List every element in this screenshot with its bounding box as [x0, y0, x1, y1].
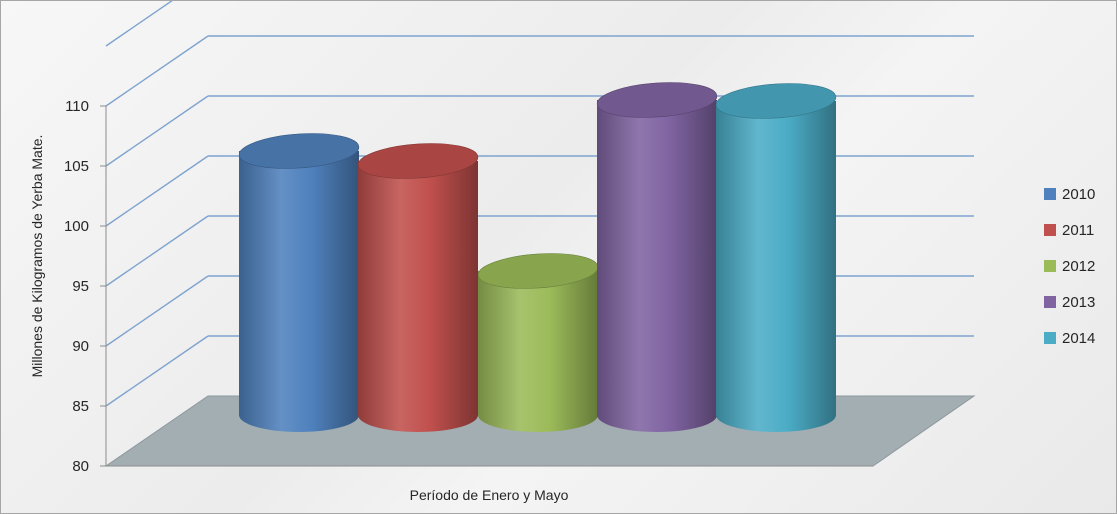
legend-swatch [1044, 224, 1056, 236]
y-tick-label: 105 [64, 158, 89, 175]
legend-label: 2012 [1062, 258, 1095, 275]
bar-body [358, 161, 478, 432]
gridline-diagonal [105, 95, 209, 167]
legend-swatch [1044, 332, 1056, 344]
legend-swatch [1044, 260, 1056, 272]
gridline-diagonal [105, 215, 209, 287]
bar-body [478, 271, 598, 432]
bar-2011 [357, 143, 479, 432]
legend-swatch [1044, 296, 1056, 308]
y-tick-label: 95 [72, 278, 89, 295]
legend-label: 2013 [1062, 294, 1095, 311]
legend-label: 2014 [1062, 330, 1095, 347]
legend: 2010 2011 2012 2013 2014 [1044, 186, 1095, 347]
bar-body [239, 151, 359, 432]
gridline-diagonal [105, 275, 209, 347]
legend-label: 2011 [1062, 222, 1094, 239]
bars [238, 82, 837, 432]
y-tick-label: 100 [64, 218, 89, 235]
bar-top [715, 83, 837, 119]
y-axis-title: Millones de Kilogramos de Yerba Mate. [29, 135, 45, 378]
bar-2013 [596, 82, 718, 432]
y-tick-label: 90 [72, 338, 89, 355]
gridline-diagonal [105, 155, 209, 227]
y-tick-label: 110 [65, 98, 89, 115]
bar-body [597, 100, 717, 432]
bar-2014 [715, 83, 837, 432]
bar-2010 [238, 133, 360, 432]
bar-top [357, 143, 479, 179]
y-tick-label: 85 [72, 398, 89, 415]
y-tick-label: 80 [72, 458, 89, 475]
bar-top [596, 82, 718, 118]
bar-2012 [477, 253, 599, 432]
bar-body [716, 101, 836, 432]
bar-top [238, 133, 360, 169]
y-tick-labels: 80 85 90 95 100 105 110 [64, 98, 106, 475]
gridline-diagonal [105, 35, 209, 107]
gridline-diagonal [105, 335, 209, 407]
x-axis-title: Período de Enero y Mayo [410, 487, 569, 503]
legend-label: 2010 [1062, 186, 1095, 203]
legend-swatch [1044, 188, 1056, 200]
gridline-diagonal [105, 1, 173, 47]
